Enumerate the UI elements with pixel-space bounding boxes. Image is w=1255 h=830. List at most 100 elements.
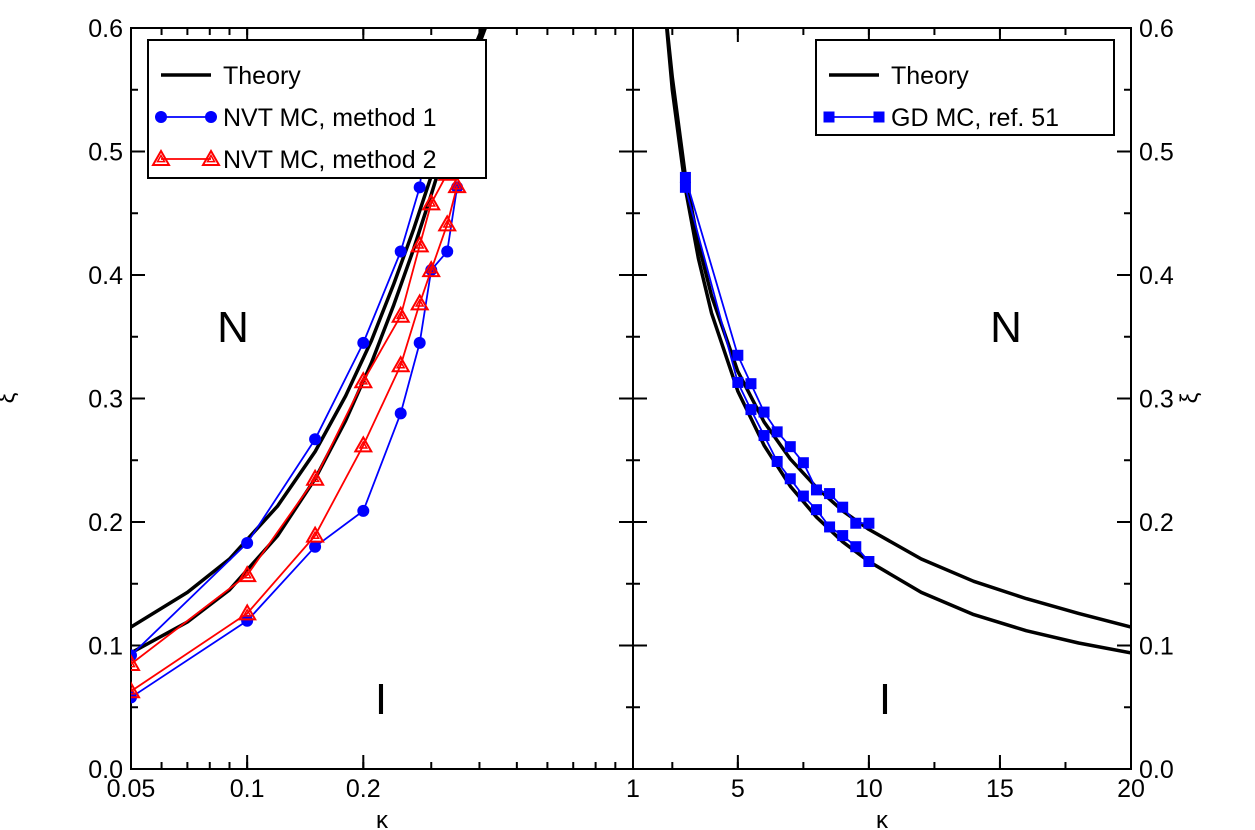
data-point bbox=[241, 536, 254, 549]
data-point bbox=[824, 521, 836, 533]
data-point bbox=[353, 371, 374, 389]
legend-entry-label: Theory bbox=[891, 62, 969, 90]
y-tick-label: 0.2 bbox=[88, 509, 123, 537]
data-point bbox=[309, 433, 322, 446]
legend-box bbox=[815, 39, 1115, 136]
legend-marker bbox=[205, 111, 217, 123]
data-point bbox=[395, 310, 406, 320]
data-point bbox=[237, 603, 257, 621]
x-tick-label: 1 bbox=[626, 775, 640, 803]
legend-marker bbox=[151, 148, 171, 166]
x-tick-label: 10 bbox=[855, 775, 883, 803]
data-point bbox=[242, 570, 252, 579]
legend-entry-label: GD MC, ref. 51 bbox=[891, 104, 1059, 132]
y-tick-label: 0.5 bbox=[88, 139, 123, 167]
legend-entry-label: NVT MC, method 1 bbox=[223, 104, 437, 132]
data-point bbox=[305, 468, 325, 486]
data-point bbox=[797, 457, 809, 469]
data-point bbox=[131, 659, 136, 668]
data-point bbox=[358, 376, 369, 385]
x-tick-label: 0.2 bbox=[346, 775, 381, 803]
data-point bbox=[131, 653, 141, 671]
legend-marker bbox=[201, 148, 221, 166]
legend-marker bbox=[156, 153, 166, 163]
region-label: I bbox=[879, 675, 891, 724]
y-tick-label: 0.4 bbox=[1139, 262, 1174, 290]
left-panel: 0.0 0.1 0.2 0.3 0.4 0.5 0.6 0.05 0.1 0.2 1 κ ξ N I Theo… bbox=[0, 15, 640, 830]
data-point bbox=[810, 484, 822, 496]
y-tick-label: 0.6 bbox=[88, 15, 123, 43]
data-point bbox=[394, 407, 407, 420]
y-tick-label: 0.1 bbox=[1139, 633, 1174, 661]
data-point bbox=[447, 176, 467, 194]
data-point bbox=[414, 298, 425, 307]
data-point bbox=[357, 504, 370, 517]
data-point bbox=[426, 265, 437, 274]
y-axis-label: ξ bbox=[1176, 392, 1203, 403]
data-point bbox=[409, 293, 430, 311]
legend-marker bbox=[873, 111, 885, 123]
region-label: I bbox=[375, 675, 387, 724]
x-axis-label: κ bbox=[876, 807, 889, 830]
data-point bbox=[758, 430, 770, 442]
legend-marker bbox=[206, 153, 216, 163]
data-point bbox=[305, 525, 325, 543]
right-panel: 0.0 0.1 0.2 0.3 0.4 0.5 0.6 5 10 15 20 κ ξ N I Theory GD… bbox=[632, 15, 1203, 830]
data-point bbox=[784, 441, 796, 453]
series-line bbox=[131, 185, 458, 692]
x-tick-label: 20 bbox=[1117, 775, 1145, 803]
data-point bbox=[390, 305, 411, 323]
plot-area bbox=[664, 28, 1131, 655]
x-tick-label: 0.1 bbox=[230, 775, 265, 803]
data-point bbox=[131, 681, 141, 699]
data-point bbox=[426, 198, 437, 207]
y-tick-label: 0.1 bbox=[88, 633, 123, 661]
theory-curve bbox=[131, 28, 488, 655]
data-point bbox=[837, 530, 849, 542]
data-point bbox=[745, 378, 757, 390]
data-point bbox=[797, 490, 809, 502]
data-point bbox=[310, 530, 320, 539]
x-tick-label: 15 bbox=[986, 775, 1014, 803]
x-axis-label: κ bbox=[376, 807, 389, 830]
data-point bbox=[421, 260, 441, 278]
legend: Theory NVT MC, method 1 NVT MC, method 2 bbox=[147, 39, 487, 179]
data-point bbox=[758, 406, 770, 418]
y-tick-label: 0.2 bbox=[1139, 509, 1174, 537]
data-point bbox=[421, 193, 441, 211]
data-point bbox=[442, 219, 453, 228]
data-point bbox=[394, 245, 407, 258]
data-point bbox=[357, 336, 370, 349]
y-tick-label: 0.3 bbox=[1139, 386, 1174, 414]
data-point bbox=[437, 214, 457, 232]
legend-entry-label: Theory bbox=[223, 62, 301, 90]
legend-marker bbox=[155, 111, 167, 123]
data-point bbox=[732, 349, 744, 361]
legend: Theory GD MC, ref. 51 bbox=[815, 39, 1115, 136]
data-point bbox=[824, 488, 836, 500]
theory-curve bbox=[664, 28, 1131, 655]
data-point bbox=[452, 181, 462, 190]
data-point bbox=[810, 504, 822, 516]
x-tick-label: 0.05 bbox=[107, 775, 156, 803]
series-line bbox=[131, 127, 458, 665]
y-tick-label: 0.3 bbox=[88, 386, 123, 414]
data-point bbox=[745, 404, 757, 416]
data-point bbox=[771, 426, 783, 438]
data-point bbox=[395, 360, 406, 369]
legend-box bbox=[147, 39, 487, 179]
data-point bbox=[413, 336, 426, 349]
y-axis-label: ξ bbox=[0, 392, 20, 403]
data-point bbox=[441, 245, 454, 258]
data-point bbox=[413, 181, 426, 194]
data-point bbox=[390, 355, 411, 373]
data-point bbox=[850, 541, 862, 553]
legend-marker bbox=[823, 111, 835, 123]
data-point bbox=[784, 473, 796, 485]
y-tick-label: 0.0 bbox=[88, 756, 123, 784]
data-point bbox=[409, 235, 430, 253]
data-point bbox=[358, 440, 369, 449]
data-point bbox=[310, 473, 320, 483]
data-point bbox=[131, 686, 136, 695]
